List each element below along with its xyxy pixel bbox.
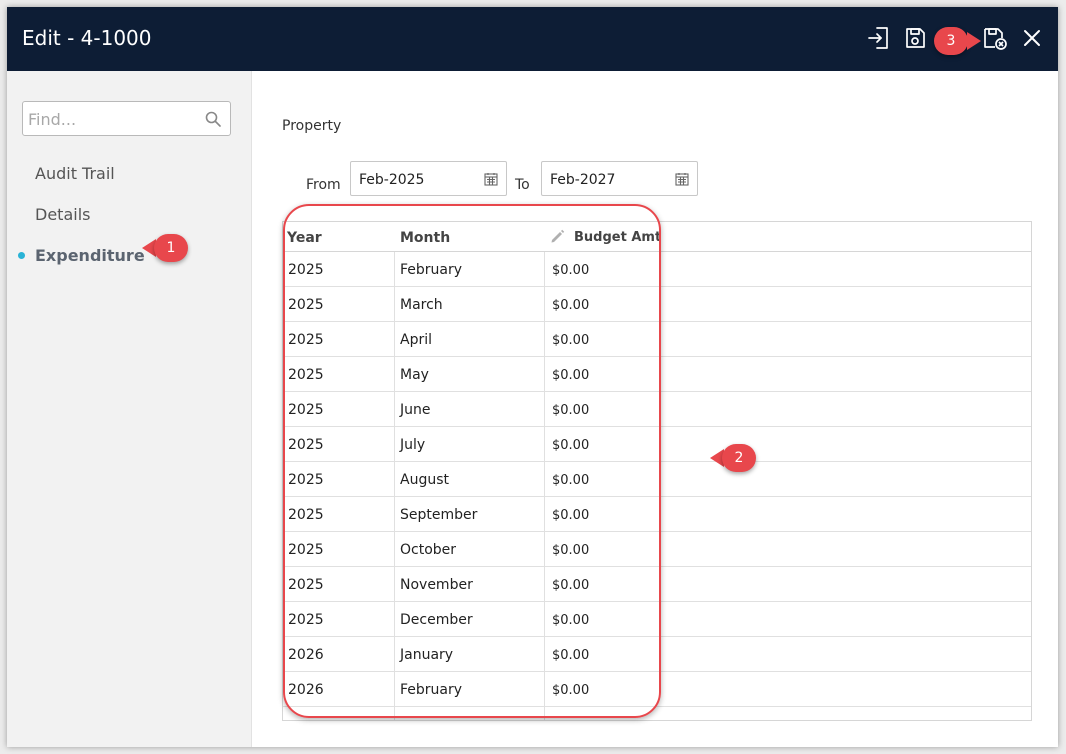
table-row[interactable]: 2026 January $0.00: [283, 637, 1031, 672]
callout-pointer: [710, 449, 724, 467]
cell-month: December: [400, 612, 473, 628]
table-row[interactable]: 2025 May $0.00: [283, 357, 1031, 392]
table-row[interactable]: 2025 December $0.00: [283, 602, 1031, 637]
dialog-title: Edit - 4-1000: [22, 26, 152, 50]
table-row[interactable]: 2025 June $0.00: [283, 392, 1031, 427]
cell-budget-amt[interactable]: $0.00: [552, 263, 590, 278]
cell-budget-amt[interactable]: $0.00: [552, 578, 590, 593]
cell-year: 2025: [288, 507, 324, 523]
cell-budget-amt[interactable]: $0.00: [552, 298, 590, 313]
cell-year: 2025: [288, 577, 324, 593]
find-input[interactable]: [28, 110, 198, 129]
from-date-value: Feb-2025: [359, 172, 425, 188]
grid-header: Year Month Budget Amt: [283, 222, 1031, 252]
edit-dialog: Edit - 4-1000 Au: [7, 7, 1058, 747]
cell-month: February: [400, 682, 463, 698]
column-header-year[interactable]: Year: [287, 230, 322, 246]
sidebar: Audit Trail Details Expenditure: [7, 71, 252, 747]
cell-month: June: [400, 402, 431, 418]
calendar-icon[interactable]: [484, 172, 498, 186]
table-row[interactable]: 2025 September $0.00: [283, 497, 1031, 532]
column-divider: [394, 252, 395, 720]
cell-year: 2025: [288, 367, 324, 383]
cell-budget-amt[interactable]: $0.00: [552, 683, 590, 698]
table-row[interactable]: 2025 July $0.00: [283, 427, 1031, 462]
cell-budget-amt[interactable]: $0.00: [552, 473, 590, 488]
cell-month: July: [400, 437, 426, 453]
sidebar-item-expenditure[interactable]: Expenditure: [35, 246, 145, 265]
sidebar-item-audit-trail[interactable]: Audit Trail: [35, 164, 115, 183]
save-icon[interactable]: [902, 25, 928, 51]
cell-year: 2025: [288, 542, 324, 558]
column-divider: [544, 252, 545, 720]
cell-month: October: [400, 542, 457, 558]
find-box[interactable]: [22, 101, 231, 136]
cell-budget-amt[interactable]: $0.00: [552, 508, 590, 523]
cell-year: 2025: [288, 402, 324, 418]
cell-year: 2025: [288, 472, 324, 488]
active-indicator-dot: [18, 252, 25, 259]
cell-budget-amt[interactable]: $0.00: [552, 613, 590, 628]
cell-budget-amt[interactable]: $0.00: [552, 648, 590, 663]
cell-budget-amt[interactable]: $0.00: [552, 333, 590, 348]
table-row[interactable]: 2025 March $0.00: [283, 287, 1031, 322]
cell-year: 2026: [288, 647, 324, 663]
table-row[interactable]: 2025 April $0.00: [283, 322, 1031, 357]
cell-month: September: [400, 507, 478, 523]
cell-budget-amt[interactable]: $0.00: [552, 403, 590, 418]
from-label: From: [306, 177, 341, 193]
table-row[interactable]: 2025 October $0.00: [283, 532, 1031, 567]
cell-year: 2025: [288, 612, 324, 628]
main-content: Property From Feb-2025 To Feb-2027 Year …: [252, 71, 1058, 747]
cell-month: August: [400, 472, 449, 488]
callout-pointer: [967, 32, 981, 50]
cell-year: 2025: [288, 297, 324, 313]
callout-pointer: [142, 239, 156, 257]
save-close-icon[interactable]: [982, 25, 1008, 51]
pencil-icon: [551, 229, 565, 243]
cell-year: 2025: [288, 332, 324, 348]
cell-budget-amt[interactable]: $0.00: [552, 368, 590, 383]
cell-year: 2025: [288, 262, 324, 278]
export-icon[interactable]: [866, 25, 892, 51]
cell-year: 2025: [288, 437, 324, 453]
from-date-field[interactable]: Feb-2025: [350, 161, 507, 196]
callout-highlight-oval: [283, 204, 661, 718]
search-icon[interactable]: [205, 111, 221, 127]
column-header-month[interactable]: Month: [400, 230, 451, 246]
cell-month: January: [400, 647, 454, 663]
table-row[interactable]: 2025 November $0.00: [283, 567, 1031, 602]
cell-budget-amt[interactable]: $0.00: [552, 438, 590, 453]
callout-badge-3: 3: [934, 27, 968, 55]
cell-budget-amt[interactable]: $0.00: [552, 543, 590, 558]
cell-month: November: [400, 577, 473, 593]
title-bar: Edit - 4-1000: [7, 7, 1058, 71]
sidebar-item-details[interactable]: Details: [35, 205, 91, 224]
cell-month: February: [400, 262, 463, 278]
cell-month: May: [400, 367, 429, 383]
to-label: To: [515, 177, 530, 193]
cell-month: March: [400, 297, 443, 313]
to-date-value: Feb-2027: [550, 172, 616, 188]
section-label: Property: [282, 118, 342, 134]
close-icon[interactable]: [1019, 25, 1045, 51]
budget-grid: Year Month Budget Amt 2025 February $0.00 2…: [282, 221, 1032, 721]
to-date-field[interactable]: Feb-2027: [541, 161, 698, 196]
cell-month: April: [400, 332, 432, 348]
calendar-icon[interactable]: [675, 172, 689, 186]
callout-badge-2: 2: [722, 444, 756, 472]
column-header-budget-amt[interactable]: Budget Amt: [574, 230, 662, 245]
table-row[interactable]: 2025 August $0.00: [283, 462, 1031, 497]
table-row[interactable]: 2025 February $0.00: [283, 252, 1031, 287]
callout-badge-1: 1: [154, 234, 188, 262]
